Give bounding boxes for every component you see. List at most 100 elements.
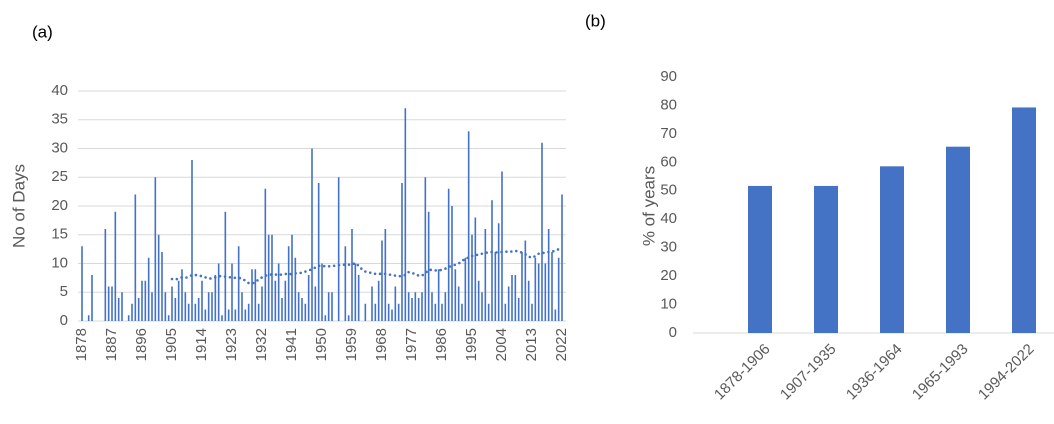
bar	[267, 234, 270, 321]
bar	[217, 263, 220, 321]
bar	[467, 131, 470, 321]
bar	[181, 269, 183, 321]
y-axis-title: No of Days	[9, 164, 28, 248]
bar	[357, 275, 360, 321]
bar	[131, 303, 133, 321]
bar	[127, 315, 130, 321]
bar	[294, 257, 297, 321]
y-tick-label: 40	[660, 210, 677, 227]
bar	[291, 234, 293, 321]
y-tick-label: 20	[51, 197, 68, 214]
bar	[481, 292, 483, 321]
bar	[437, 269, 440, 321]
bar	[324, 315, 327, 321]
bar	[454, 269, 457, 321]
bar	[254, 269, 257, 321]
bar	[197, 298, 200, 321]
bar	[417, 298, 420, 321]
bar	[371, 286, 373, 321]
bar	[391, 309, 393, 321]
bar	[327, 292, 330, 321]
panel-label: (b)	[585, 11, 606, 30]
bar	[314, 286, 317, 321]
x-tick-label: 1878-1906	[711, 341, 774, 404]
x-tick-label: 1887	[103, 328, 120, 361]
bar	[227, 309, 230, 321]
bar	[537, 263, 540, 321]
bar	[251, 269, 253, 321]
bar	[411, 298, 413, 321]
bar	[201, 280, 203, 321]
bar	[224, 211, 227, 321]
bar	[281, 298, 283, 321]
x-tick-label: 2013	[523, 328, 540, 361]
bar	[301, 298, 303, 321]
bar	[171, 286, 173, 321]
bar	[234, 309, 237, 321]
bar	[187, 303, 190, 321]
y-tick-label: 40	[51, 82, 68, 99]
bar	[231, 263, 233, 321]
bar	[134, 194, 137, 321]
bar	[880, 166, 904, 333]
bar	[946, 146, 970, 333]
y-tick-label: 0	[669, 324, 677, 341]
bar	[517, 298, 520, 321]
bar	[321, 263, 323, 321]
bar	[161, 252, 163, 321]
bar	[157, 234, 160, 321]
bar	[114, 211, 117, 321]
bar	[351, 229, 353, 321]
bar	[521, 252, 523, 321]
y-tick-label: 35	[51, 111, 68, 128]
bar	[364, 303, 367, 321]
y-tick-label: 70	[660, 125, 677, 142]
bar	[271, 234, 273, 321]
bar	[204, 309, 207, 321]
bar	[424, 177, 427, 321]
x-tick-label: 1986	[433, 328, 450, 361]
bar	[164, 292, 167, 321]
x-tick-label: 1968	[373, 328, 390, 361]
bar	[397, 303, 400, 321]
x-tick-label: 2022	[553, 328, 570, 361]
x-tick-label: 2004	[493, 328, 510, 361]
bar	[541, 142, 543, 321]
bar	[374, 303, 377, 321]
bar	[474, 217, 477, 321]
y-tick-label: 25	[51, 168, 68, 185]
bar	[214, 275, 217, 321]
bar	[307, 275, 310, 321]
bar	[141, 280, 143, 321]
x-tick-label: 1941	[283, 328, 300, 361]
y-tick-label: 20	[660, 267, 677, 284]
bar	[544, 263, 547, 321]
bar	[447, 188, 450, 321]
bar	[531, 303, 533, 321]
bar	[177, 280, 180, 321]
bar	[91, 275, 93, 321]
bar	[117, 298, 120, 321]
bar	[104, 229, 107, 321]
bar	[194, 303, 197, 321]
bar	[284, 280, 287, 321]
x-tick-label: 1950	[313, 328, 330, 361]
bar	[814, 185, 838, 333]
bar	[87, 315, 90, 321]
bar	[107, 286, 110, 321]
y-tick-label: 30	[660, 239, 677, 256]
bar	[421, 292, 423, 321]
bar	[317, 183, 320, 321]
x-tick-label: 1896	[133, 328, 150, 361]
y-axis-title: % of years	[639, 166, 658, 246]
bar	[444, 292, 447, 321]
bar	[261, 286, 263, 321]
bar	[241, 292, 243, 321]
x-tick-label: 1977	[403, 328, 420, 361]
y-tick-label: 15	[51, 226, 68, 243]
bar	[244, 309, 247, 321]
bar	[497, 223, 500, 321]
bar	[431, 292, 433, 321]
bar	[414, 292, 417, 321]
bar	[427, 211, 430, 321]
